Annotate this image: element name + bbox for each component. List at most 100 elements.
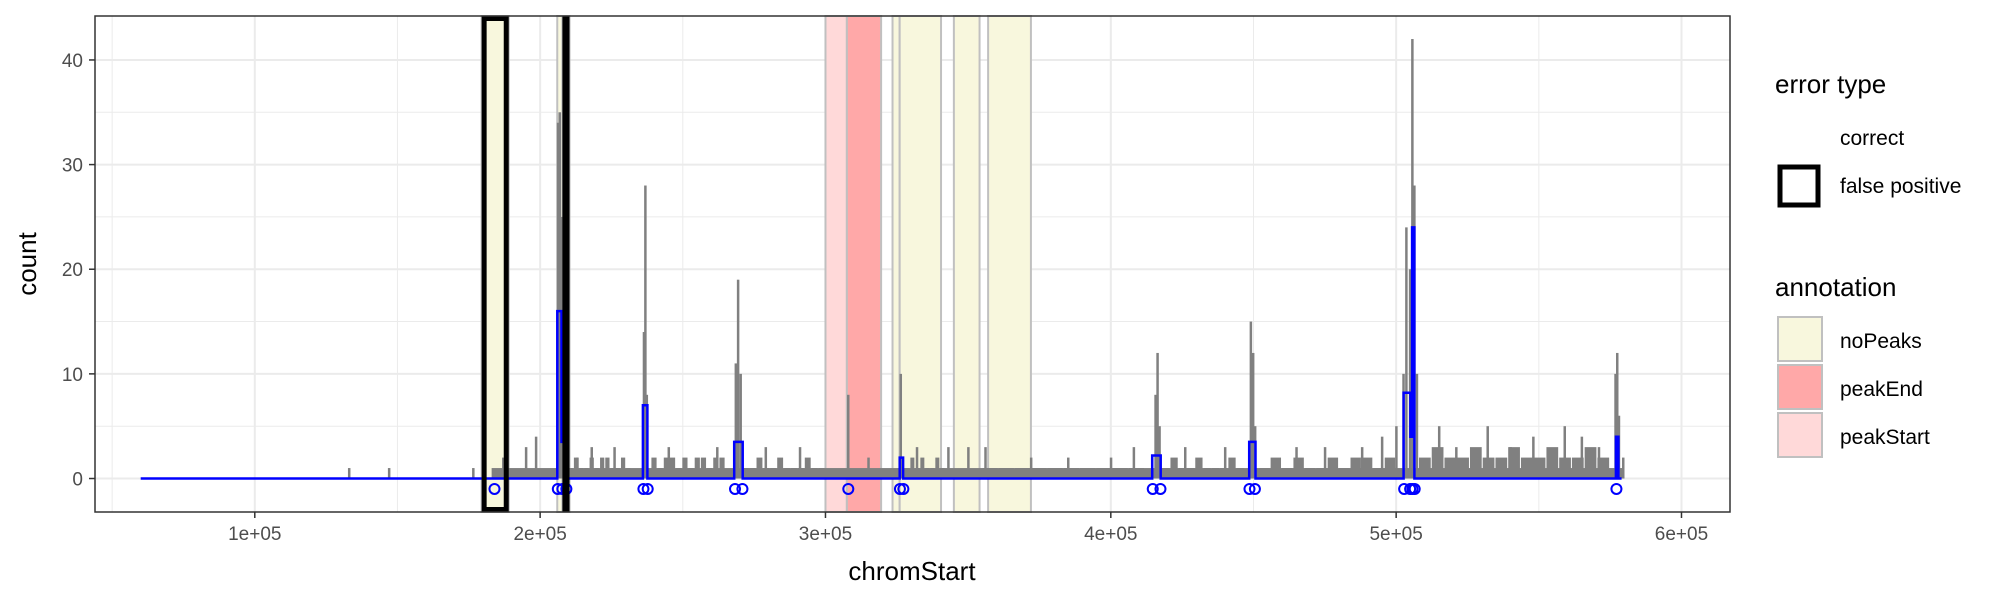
coverage-bar [590, 447, 593, 479]
coverage-bar [1408, 269, 1412, 479]
coverage-bar [688, 468, 694, 479]
coverage-bar [1508, 447, 1520, 479]
coverage-bar [558, 112, 562, 479]
coverage-bar [524, 447, 528, 479]
coverage-bar [1067, 457, 1070, 479]
coverage-bar [682, 457, 688, 479]
coverage-bar [940, 468, 945, 479]
coverage-bar [1220, 468, 1228, 479]
coverage-bar [998, 468, 1014, 479]
y-axis-title: count [12, 231, 42, 295]
coverage-bar [707, 468, 713, 479]
legend-annotation-title: annotation [1775, 272, 1896, 302]
coverage-bar [610, 468, 615, 479]
coverage-bar [818, 468, 825, 479]
coverage-bar [1156, 352, 1159, 479]
legend-label-noPeaks: noPeaks [1840, 330, 1922, 353]
coverage-bar [1047, 468, 1063, 479]
axes: 1e+05 2e+05 3e+05 4e+05 5e+05 6e+05 0 10 20 30 40 [62, 51, 1708, 545]
peak-marker [1154, 482, 1167, 495]
x-tick-label: 3e+05 [799, 524, 852, 545]
legend-key-false-positive [1777, 164, 1821, 208]
coverage-bar [811, 468, 818, 479]
coverage-bar [579, 468, 584, 479]
peak-marker [729, 482, 742, 495]
coverage-bar [584, 468, 589, 479]
coverage-bar [1616, 352, 1619, 479]
coverage-bar [667, 447, 671, 479]
coverage-bar [694, 457, 700, 479]
peak-marker [1146, 482, 1159, 495]
coverage-bar [1079, 468, 1096, 479]
y-tick-label: 40 [62, 51, 83, 72]
coverage-bar [1162, 468, 1170, 479]
coverage-bar [1614, 373, 1617, 479]
coverage-bar [1444, 457, 1457, 479]
coverage-bar [716, 447, 719, 479]
x-tick-label: 2e+05 [513, 524, 566, 545]
legend-key-peakStart [1777, 412, 1823, 458]
x-tick-label: 4e+05 [1084, 524, 1137, 545]
coverage-bar [1223, 447, 1227, 479]
coverage-bar [1597, 447, 1601, 479]
coverage-bar [1380, 436, 1384, 479]
coverage-bar [764, 447, 768, 479]
coverage-bar [1361, 457, 1373, 479]
coverage-bar [534, 436, 538, 479]
coverage-bar [749, 468, 756, 479]
coverage-bar [1014, 468, 1031, 479]
coverage-bar [739, 373, 742, 479]
coverage-bar [1063, 468, 1079, 479]
coverage-bar [930, 468, 935, 479]
coverage-bar [899, 373, 903, 479]
coverage-bar [784, 468, 790, 479]
x-axis-title: chromStart [848, 556, 976, 586]
peak-marker [1610, 482, 1623, 495]
coverage-bar [1323, 447, 1327, 479]
coverage-bar [1112, 468, 1128, 479]
coverage-bar [1259, 468, 1270, 479]
coverage-bar [982, 468, 998, 479]
coverage-bar [1327, 457, 1339, 479]
coverage-bar [867, 457, 870, 479]
coverage-bar [615, 468, 620, 479]
legend-key-correct [1780, 122, 1818, 160]
coverage-bar [967, 447, 970, 479]
peak-marker [736, 482, 749, 495]
legend-error-type-title: error type [1775, 69, 1886, 99]
coverage-bar [777, 457, 784, 479]
coverage-bar [1571, 457, 1584, 479]
coverage-bar [1170, 457, 1178, 479]
coverage-bar [626, 468, 631, 479]
legend-label-peakEnd: peakEnd [1840, 378, 1923, 401]
coverage-bar [1158, 426, 1161, 479]
coverage-bar [594, 468, 600, 479]
coverage-bar [1384, 457, 1396, 479]
coverage-bar [387, 468, 391, 479]
peak-marker [1248, 482, 1261, 495]
false-positive-outlines [481, 16, 570, 512]
legend-key-noPeaks [1777, 316, 1823, 362]
model-segments [140, 226, 1622, 480]
coverage-bar [644, 185, 647, 479]
coverage-bar [1469, 447, 1482, 479]
annotation-region [891, 15, 901, 513]
coverage-bar [1455, 447, 1458, 479]
model-line [140, 226, 1622, 480]
coverage-bar [1236, 468, 1244, 479]
coverage-bar [1584, 447, 1597, 479]
coverage-bar [1128, 468, 1145, 479]
coverage-bar [1029, 457, 1033, 479]
legend-label-false-positive: false positive [1840, 175, 1961, 198]
legend-label-peakStart: peakStart [1840, 426, 1930, 449]
coverage-bar [1316, 468, 1327, 479]
coverage-bar [347, 468, 351, 479]
panel-frame [94, 15, 1731, 513]
coverage-bar [1437, 426, 1441, 479]
coverage-bar [736, 279, 740, 479]
coverage-bar [804, 457, 811, 479]
coverage-bar [556, 122, 560, 479]
coverage-bar [1495, 457, 1508, 479]
coverage-bar [568, 468, 573, 479]
coverage-bar [1350, 457, 1361, 479]
